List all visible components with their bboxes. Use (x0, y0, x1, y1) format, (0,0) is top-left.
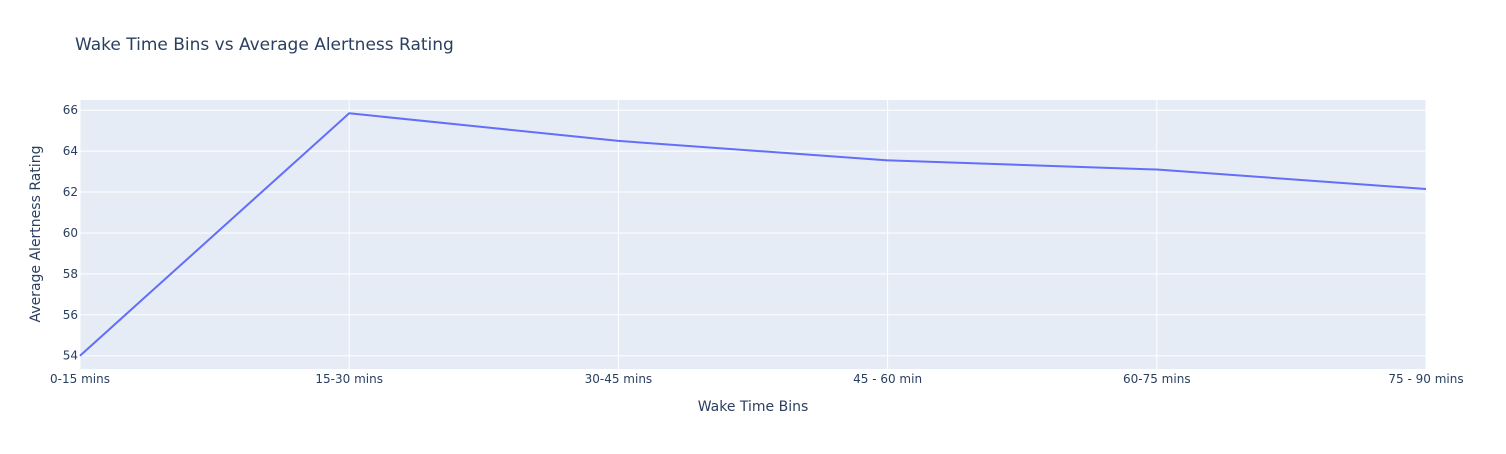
x-axis-title: Wake Time Bins (698, 399, 809, 415)
x-tick-label: 75 - 90 mins (1388, 372, 1463, 386)
series-line (79, 112, 1427, 357)
y-tick-label: 64 (63, 144, 78, 158)
y-tick-label: 60 (63, 226, 78, 240)
chart-title: Wake Time Bins vs Average Alertness Rati… (75, 35, 454, 55)
x-tick-label: 60-75 mins (1123, 372, 1191, 386)
y-tick-label: 66 (63, 103, 78, 117)
y-tick-label: 62 (63, 185, 78, 199)
y-axis-ticks: 54 56 58 60 62 64 66 (63, 103, 78, 362)
plot-background (80, 100, 1426, 369)
y-tick-label: 58 (63, 267, 78, 281)
x-tick-label: 45 - 60 min (853, 372, 922, 386)
x-tick-label: 15-30 mins (315, 372, 383, 386)
y-tick-label: 56 (63, 308, 78, 322)
x-tick-label: 0-15 mins (50, 372, 110, 386)
x-axis-ticks: 0-15 mins 15-30 mins 30-45 mins 45 - 60 min… (50, 372, 1464, 386)
x-tick-label: 30-45 mins (585, 372, 653, 386)
series-layer (79, 112, 1427, 357)
y-tick-label: 54 (63, 349, 78, 363)
y-axis-title: Average Alertness Rating (28, 146, 44, 323)
